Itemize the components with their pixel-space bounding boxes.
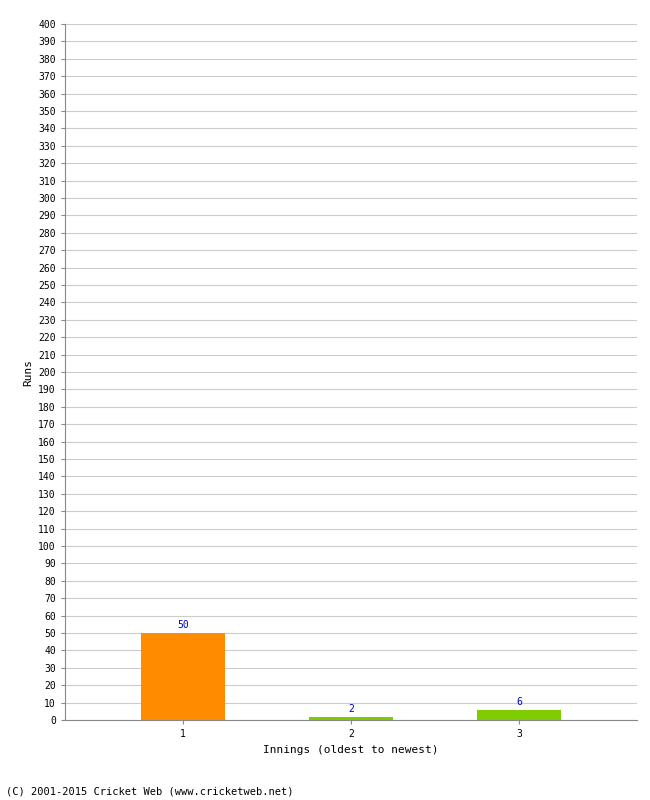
Text: 50: 50 (177, 620, 188, 630)
Bar (309, 717, 393, 720)
X-axis label: Innings (oldest to newest): Innings (oldest to newest) (263, 745, 439, 754)
Text: 6: 6 (516, 697, 522, 707)
Text: 2: 2 (348, 704, 354, 714)
Text: (C) 2001-2015 Cricket Web (www.cricketweb.net): (C) 2001-2015 Cricket Web (www.cricketwe… (6, 786, 294, 796)
Bar (140, 633, 225, 720)
Y-axis label: Runs: Runs (23, 358, 32, 386)
Bar (477, 710, 562, 720)
